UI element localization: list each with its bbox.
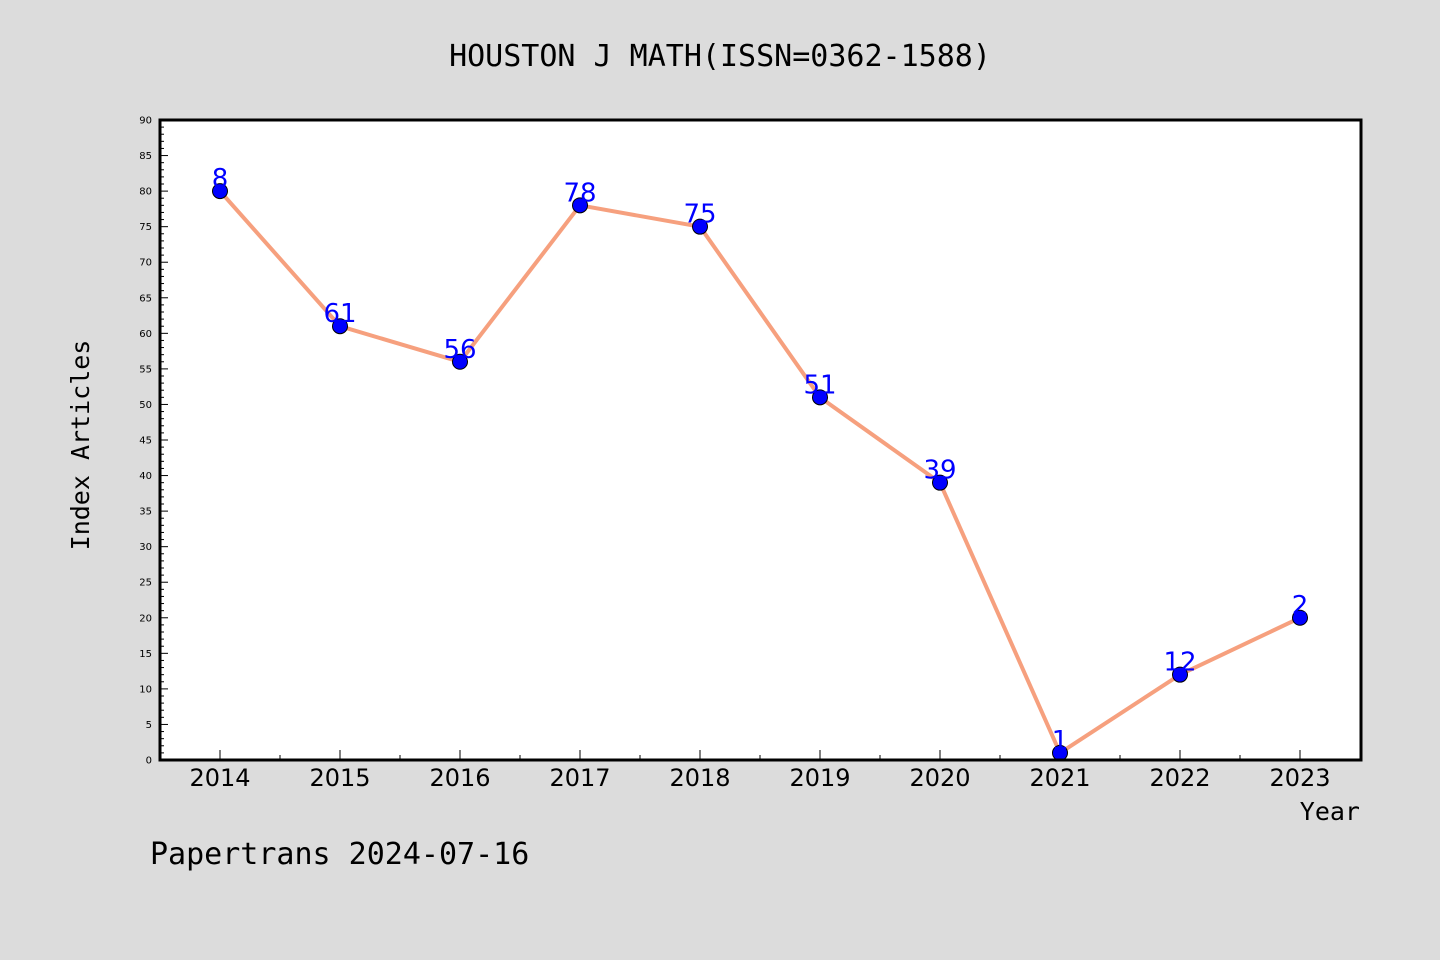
x-axis-tick-labels: 2014 2015 2016 2017 2018 2019 2020 2021 2022 2023 — [189, 764, 1330, 792]
data-point — [572, 197, 588, 214]
y-tick-label: 25 — [139, 578, 152, 589]
y-tick-label: 60 — [139, 329, 152, 340]
data-label: 8 — [212, 164, 229, 194]
x-axis-title: Year — [1300, 797, 1360, 826]
y-tick-label: 55 — [139, 364, 152, 375]
y-tick-label: 20 — [139, 613, 152, 624]
x-tick-label: 2018 — [669, 764, 730, 792]
data-point — [452, 353, 468, 370]
y-tick-label: 80 — [139, 187, 152, 198]
y-tick-label: 50 — [139, 400, 152, 411]
y-tick-label: 85 — [139, 151, 152, 162]
data-point — [812, 389, 828, 406]
x-tick-label: 2021 — [1029, 764, 1090, 792]
y-tick-label: 75 — [139, 222, 152, 233]
data-point — [332, 318, 348, 335]
data-point — [1292, 609, 1308, 626]
y-tick-label: 35 — [139, 507, 152, 518]
y-tick-label: 30 — [139, 542, 152, 553]
x-tick-label: 2022 — [1149, 764, 1210, 792]
data-point — [1172, 666, 1188, 683]
x-tick-label: 2019 — [789, 764, 850, 792]
data-label: 39 — [923, 456, 956, 486]
y-tick-label: 15 — [139, 649, 152, 660]
series-line — [218, 189, 1302, 755]
x-tick-label: 2016 — [429, 764, 490, 792]
x-tick-label: 2020 — [909, 764, 970, 792]
plot-area — [160, 120, 1361, 760]
x-tick-label: 2023 — [1269, 764, 1330, 792]
data-point — [212, 183, 228, 200]
y-tick-label: 10 — [139, 684, 152, 695]
data-label: 12 — [1163, 648, 1196, 678]
y-tick-label: 90 — [139, 116, 152, 127]
data-labels: 8 61 56 78 75 51 39 1 12 2 — [212, 164, 1309, 756]
data-label: 2 — [1292, 591, 1309, 621]
data-label: 75 — [683, 200, 716, 230]
data-markers — [212, 183, 1308, 761]
y-tick-label: 0 — [146, 756, 152, 767]
plot-frame — [158, 118, 1363, 762]
data-point — [692, 218, 708, 235]
data-label: 1 — [1052, 726, 1069, 756]
y-tick-label: 45 — [139, 436, 152, 447]
y-axis-tick-labels: 0 5 10 15 20 25 30 35 40 45 50 55 60 65 70 75 80 85 90 — [139, 116, 152, 767]
y-tick-label: 70 — [139, 258, 152, 269]
x-tick-label: 2014 — [189, 764, 250, 792]
data-label: 61 — [323, 299, 356, 329]
y-tick-label: 65 — [139, 293, 152, 304]
y-axis-title: Index Articles — [66, 340, 95, 551]
x-tick-label: 2015 — [309, 764, 370, 792]
footer-text: Papertrans 2024-07-16 — [150, 837, 529, 872]
x-tick-label: 2017 — [549, 764, 610, 792]
y-tick-label: 5 — [146, 720, 152, 731]
data-label: 78 — [563, 178, 596, 208]
data-label: 56 — [443, 335, 476, 365]
data-point — [932, 474, 948, 491]
chart-title: HOUSTON J MATH(ISSN=0362-1588) — [449, 39, 991, 74]
data-label: 51 — [803, 370, 836, 400]
y-tick-label: 40 — [139, 471, 152, 482]
